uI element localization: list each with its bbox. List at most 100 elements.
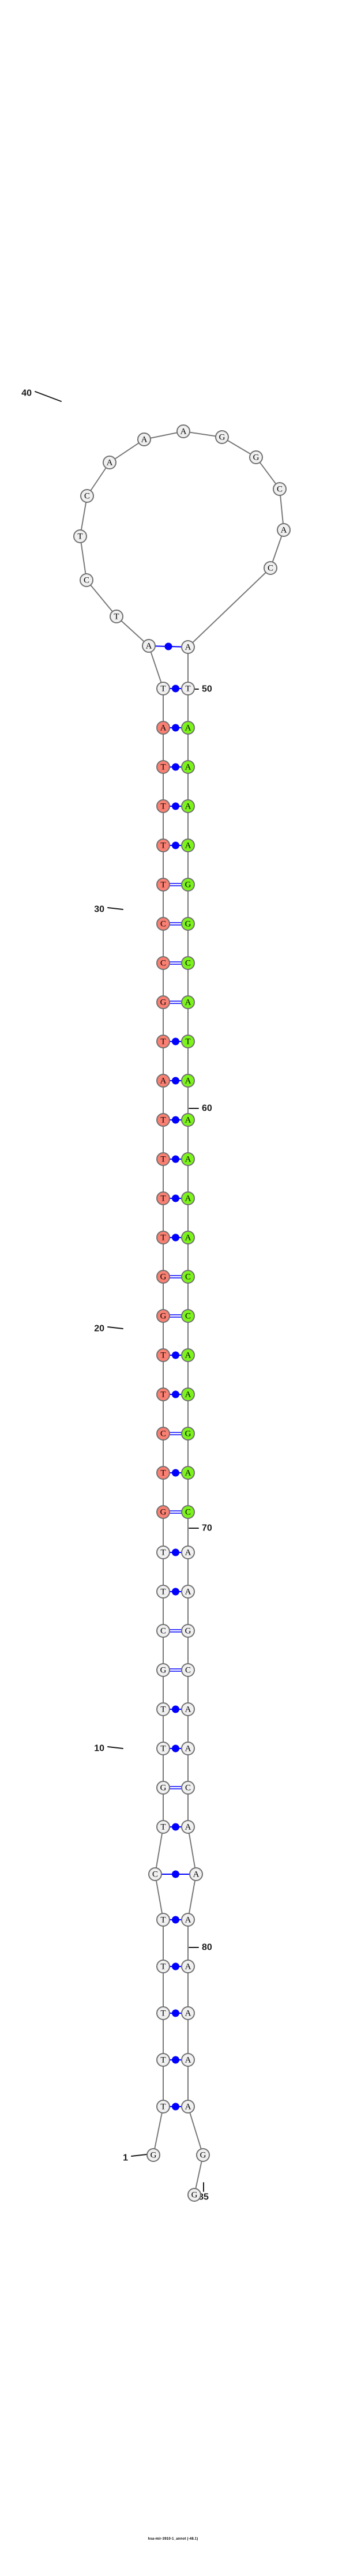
nucleotide-circle[interactable] — [156, 2006, 170, 2020]
nucleotide-circle[interactable] — [181, 1074, 195, 1088]
nucleotide-circle[interactable] — [156, 1427, 170, 1441]
nucleotide-circle[interactable] — [156, 1545, 170, 1559]
nucleotide-22-G[interactable]: G — [156, 1270, 170, 1284]
nucleotide-5-T[interactable]: T — [156, 1960, 170, 1973]
nucleotide-54-A[interactable]: A — [181, 760, 195, 774]
nucleotide-59-C[interactable]: C — [181, 956, 195, 970]
nucleotide-circle[interactable] — [181, 1466, 195, 1480]
nucleotide-42-C[interactable]: C — [80, 489, 94, 503]
nucleotide-circle[interactable] — [156, 956, 170, 970]
nucleotide-circle[interactable] — [156, 878, 170, 892]
nucleotide-circle[interactable] — [181, 956, 195, 970]
nucleotide-circle[interactable] — [156, 760, 170, 774]
nucleotide-12-G[interactable]: G — [156, 1663, 170, 1677]
nucleotide-30-C[interactable]: C — [156, 956, 170, 970]
nucleotide-circle[interactable] — [181, 995, 195, 1009]
nucleotide-3-T[interactable]: T — [156, 2053, 170, 2067]
nucleotide-circle[interactable] — [181, 838, 195, 852]
nucleotide-circle[interactable] — [196, 2148, 210, 2162]
nucleotide-63-A[interactable]: A — [181, 1113, 195, 1127]
nucleotide-circle[interactable] — [156, 1820, 170, 1834]
nucleotide-circle[interactable] — [181, 917, 195, 931]
nucleotide-33-T[interactable]: T — [156, 838, 170, 852]
nucleotide-circle[interactable] — [181, 1663, 195, 1677]
nucleotide-circle[interactable] — [156, 2100, 170, 2114]
nucleotide-26-T[interactable]: T — [156, 1113, 170, 1127]
nucleotide-circle[interactable] — [181, 1505, 195, 1519]
nucleotide-81-A[interactable]: A — [181, 1820, 195, 1834]
nucleotide-72-A[interactable]: A — [181, 1466, 195, 1480]
nucleotide-circle[interactable] — [187, 2188, 201, 2202]
nucleotide-circle[interactable] — [156, 1035, 170, 1048]
nucleotide-56-A[interactable]: A — [181, 838, 195, 852]
nucleotide-circle[interactable] — [181, 682, 195, 695]
nucleotide-circle[interactable] — [156, 1231, 170, 1244]
nucleotide-circle[interactable] — [156, 1074, 170, 1088]
nucleotide-61-T[interactable]: T — [181, 1035, 195, 1048]
nucleotide-circle[interactable] — [156, 1624, 170, 1638]
nucleotide-80-C[interactable]: C — [181, 1781, 195, 1795]
nucleotide-36-A[interactable]: A — [156, 721, 170, 735]
nucleotide-circle[interactable] — [156, 1913, 170, 1927]
nucleotide-17-T[interactable]: T — [156, 1466, 170, 1480]
nucleotide-68-C[interactable]: C — [181, 1309, 195, 1323]
nucleotide-circle[interactable] — [181, 1960, 195, 1973]
nucleotide-circle[interactable] — [156, 1702, 170, 1716]
nucleotide-circle[interactable] — [156, 1663, 170, 1677]
nucleotide-39-T[interactable]: T — [110, 610, 123, 623]
nucleotide-60-A[interactable]: A — [181, 995, 195, 1009]
nucleotide-75-A[interactable]: A — [181, 1585, 195, 1599]
nucleotide-circle[interactable] — [181, 2100, 195, 2114]
nucleotide-83-A[interactable]: A — [181, 1913, 195, 1927]
nucleotide-46-G[interactable]: G — [215, 430, 229, 444]
nucleotide-82-A[interactable]: A — [189, 1867, 203, 1881]
nucleotide-27-A[interactable]: A — [156, 1074, 170, 1088]
nucleotide-37-T[interactable]: T — [156, 682, 170, 695]
nucleotide-78-A[interactable]: A — [181, 1702, 195, 1716]
nucleotide-47-G[interactable]: G — [249, 450, 263, 464]
nucleotide-6-T[interactable]: T — [156, 1913, 170, 1927]
nucleotide-31-C[interactable]: C — [156, 917, 170, 931]
nucleotide-circle[interactable] — [181, 1348, 195, 1362]
nucleotide-38-A[interactable]: A — [142, 639, 156, 653]
nucleotide-circle[interactable] — [181, 878, 195, 892]
nucleotide-69-A[interactable]: A — [181, 1348, 195, 1362]
nucleotide-44-A[interactable]: A — [137, 433, 151, 446]
nucleotide-circle[interactable] — [80, 489, 94, 503]
nucleotide-circle[interactable] — [156, 1781, 170, 1795]
nucleotide-circle[interactable] — [181, 1387, 195, 1401]
nucleotide-84-A[interactable]: A — [181, 1960, 195, 1973]
nucleotide-66-A[interactable]: A — [181, 1231, 195, 1244]
nucleotide-89-G[interactable]: G — [187, 2188, 201, 2202]
nucleotide-53-A[interactable]: A — [181, 721, 195, 735]
nucleotide-circle[interactable] — [181, 1270, 195, 1284]
nucleotide-77-C[interactable]: C — [181, 1663, 195, 1677]
nucleotide-20-T[interactable]: T — [156, 1348, 170, 1362]
nucleotide-19-T[interactable]: T — [156, 1387, 170, 1401]
nucleotide-85-A[interactable]: A — [181, 2006, 195, 2020]
nucleotide-10-T[interactable]: T — [156, 1742, 170, 1755]
nucleotide-circle[interactable] — [249, 450, 263, 464]
nucleotide-45-A[interactable]: A — [176, 424, 190, 438]
nucleotide-64-A[interactable]: A — [181, 1152, 195, 1166]
nucleotide-circle[interactable] — [181, 2053, 195, 2067]
nucleotide-circle[interactable] — [181, 640, 195, 654]
nucleotide-50-C[interactable]: C — [264, 561, 277, 575]
nucleotide-51-A[interactable]: A — [181, 640, 195, 654]
nucleotide-circle[interactable] — [73, 529, 87, 543]
nucleotide-74-A[interactable]: A — [181, 1545, 195, 1559]
nucleotide-circle[interactable] — [156, 1505, 170, 1519]
nucleotide-circle[interactable] — [181, 1742, 195, 1755]
nucleotide-49-A[interactable]: A — [277, 523, 291, 537]
nucleotide-circle[interactable] — [181, 1191, 195, 1205]
nucleotide-9-G[interactable]: G — [156, 1781, 170, 1795]
nucleotide-circle[interactable] — [181, 1820, 195, 1834]
nucleotide-circle[interactable] — [181, 799, 195, 813]
nucleotide-11-T[interactable]: T — [156, 1702, 170, 1716]
nucleotide-57-G[interactable]: G — [181, 878, 195, 892]
nucleotide-35-T[interactable]: T — [156, 760, 170, 774]
nucleotide-circle[interactable] — [137, 433, 151, 446]
nucleotide-86-A[interactable]: A — [181, 2053, 195, 2067]
nucleotide-circle[interactable] — [156, 1309, 170, 1323]
nucleotide-circle[interactable] — [156, 995, 170, 1009]
